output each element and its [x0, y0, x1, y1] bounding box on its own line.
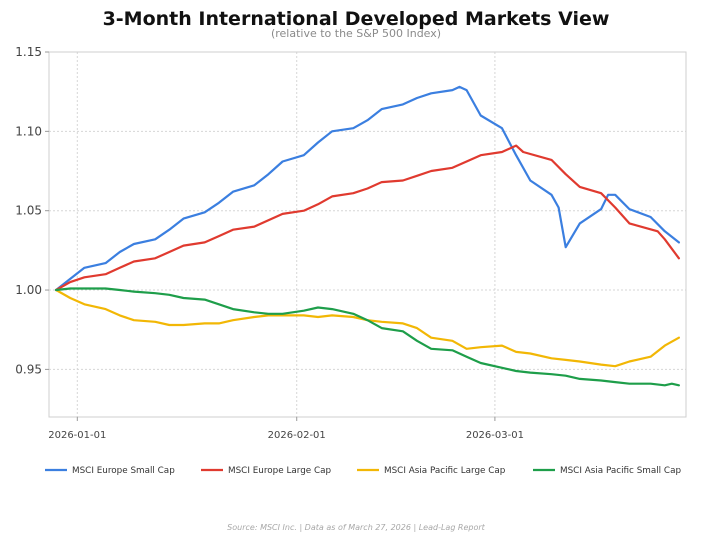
x-tick-label: 2026-03-01 — [466, 430, 524, 441]
series-line-3 — [54, 288, 681, 368]
series-line-2 — [54, 144, 681, 292]
y-axis: 1.15 1.10 1.05 1.00 0.95 — [15, 45, 49, 376]
y-tick-label: 1.05 — [15, 204, 42, 218]
legend-label: MSCI Asia Pacific Small Cap — [560, 466, 681, 476]
grid — [49, 51, 686, 417]
y-tick-label: 1.15 — [15, 45, 42, 59]
series-line-1 — [54, 85, 681, 292]
chart-subtitle: (relative to the S&P 500 Index) — [271, 27, 441, 40]
x-tick-label: 2026-02-01 — [268, 430, 326, 441]
x-axis: 2026-01-01 2026-02-01 2026-03-01 — [48, 417, 524, 441]
y-tick-label: 1.00 — [15, 283, 42, 297]
plot-area — [48, 51, 687, 418]
legend-label: MSCI Europe Large Cap — [228, 466, 332, 476]
x-tick-label: 2026-01-01 — [48, 430, 106, 441]
legend: MSCI Europe Small Cap MSCI Europe Large C… — [45, 466, 681, 476]
y-tick-label: 1.10 — [15, 124, 42, 138]
series-line-4 — [54, 287, 681, 387]
legend-label: MSCI Europe Small Cap — [72, 466, 175, 476]
series-lines — [54, 85, 681, 387]
chart-title: 3-Month International Developed Markets … — [103, 8, 610, 30]
y-tick-label: 0.95 — [15, 362, 42, 376]
legend-label: MSCI Asia Pacific Large Cap — [384, 466, 506, 476]
chart-source-footer: Source: MSCI Inc. | Data as of March 27,… — [227, 523, 486, 532]
